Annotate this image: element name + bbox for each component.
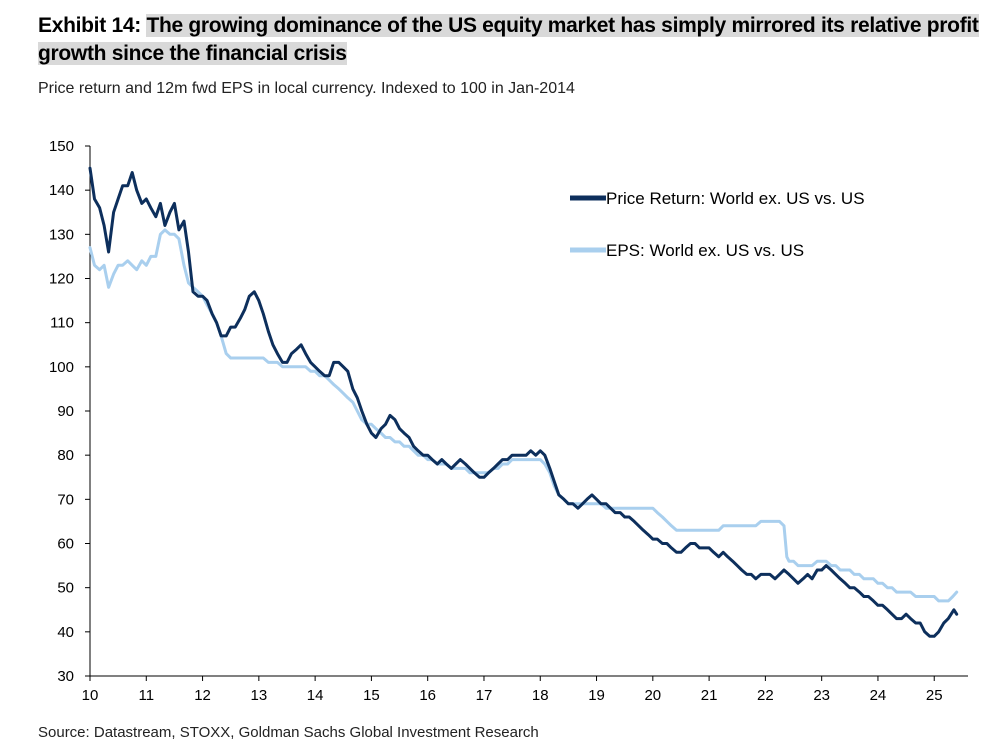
exhibit-label: Exhibit 14:	[38, 14, 141, 37]
y-tick-label: 140	[49, 182, 74, 199]
chart-subtitle: Price return and 12m fwd EPS in local cu…	[38, 80, 575, 97]
x-tick-label: 21	[701, 687, 718, 704]
x-tick-label: 11	[138, 687, 154, 704]
series-line-eps	[88, 228, 959, 603]
y-tick-label: 50	[57, 580, 74, 597]
title-line-1: Exhibit 14: The growing dominance of the…	[38, 12, 979, 40]
x-tick-label: 19	[588, 687, 605, 704]
x-tick-label: 25	[926, 687, 943, 704]
x-tick-label: 17	[476, 687, 493, 704]
title-block: Exhibit 14: The growing dominance of the…	[38, 12, 979, 68]
y-tick-label: 70	[57, 491, 74, 508]
exhibit-title: The growing dominance of the US equity m…	[146, 14, 979, 37]
y-tick-label: 40	[57, 624, 74, 641]
x-tick-label: 14	[307, 687, 324, 704]
exhibit-title-cont: growth since the financial crisis	[38, 42, 347, 65]
x-tick-label: 13	[251, 687, 268, 704]
legend-label-eps: EPS: World ex. US vs. US	[606, 241, 804, 260]
source-note: Source: Datastream, STOXX, Goldman Sachs…	[38, 724, 539, 741]
x-tick-label: 24	[870, 687, 887, 704]
y-tick-label: 80	[57, 447, 74, 464]
y-tick-label: 120	[49, 271, 74, 288]
chart-axes: 30 40 50 60 70 80 90 100 110 120 130 140 150 10 11 12 13…	[49, 138, 968, 704]
y-tick-label: 100	[49, 359, 74, 376]
y-tick-label: 30	[57, 668, 74, 685]
chart-legend: Price Return: World ex. US vs. US EPS: Wo…	[570, 189, 865, 260]
x-tick-label: 23	[813, 687, 830, 704]
y-tick-label: 90	[57, 403, 74, 420]
y-tick-label: 150	[49, 138, 74, 155]
title-line-2: growth since the financial crisis	[38, 40, 978, 68]
y-tick-label: 110	[50, 315, 74, 332]
x-tick-label: 10	[82, 687, 99, 704]
x-tick-label: 12	[194, 687, 211, 704]
x-tick-label: 18	[532, 687, 549, 704]
x-tick-label: 15	[363, 687, 380, 704]
series-line-price-return	[88, 166, 959, 638]
y-tick-label: 60	[57, 536, 74, 553]
y-tick-label: 130	[49, 226, 74, 243]
x-tick-label: 22	[757, 687, 774, 704]
chart-series	[88, 166, 959, 638]
legend-label-price-return: Price Return: World ex. US vs. US	[606, 189, 865, 208]
x-tick-label: 20	[644, 687, 661, 704]
x-tick-label: 16	[419, 687, 436, 704]
